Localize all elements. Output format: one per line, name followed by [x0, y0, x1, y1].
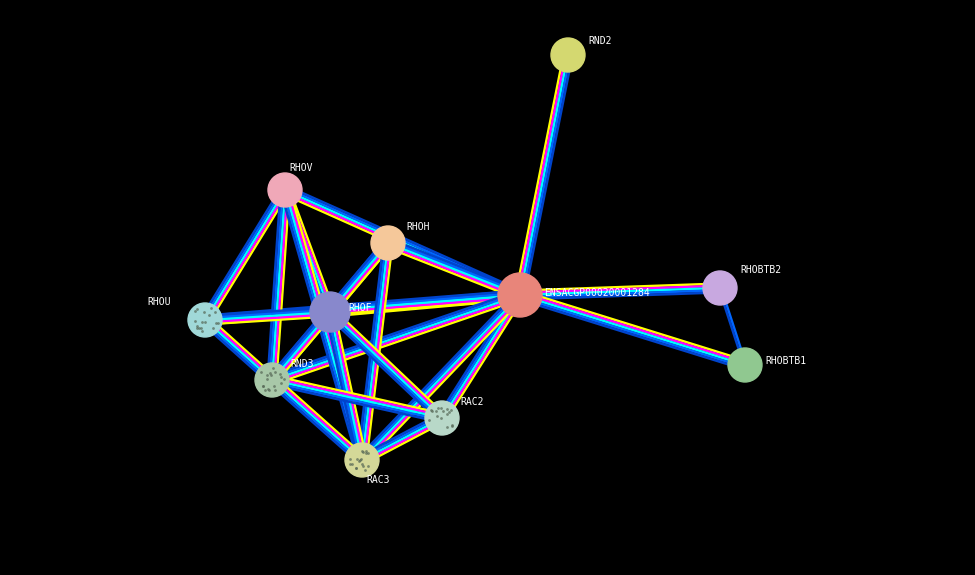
Point — [259, 370, 275, 380]
Circle shape — [551, 38, 585, 72]
Point — [201, 310, 216, 320]
Point — [189, 324, 205, 333]
Point — [259, 374, 275, 384]
Circle shape — [703, 271, 737, 305]
Circle shape — [425, 401, 459, 435]
Point — [440, 423, 455, 432]
Point — [273, 372, 289, 381]
Circle shape — [498, 273, 542, 317]
Point — [266, 381, 282, 390]
Point — [187, 306, 203, 316]
Point — [196, 308, 212, 317]
Point — [187, 316, 203, 325]
Text: RHOF: RHOF — [348, 303, 371, 313]
Point — [353, 454, 369, 463]
Point — [194, 326, 210, 335]
Text: RAC2: RAC2 — [460, 397, 484, 407]
Point — [358, 465, 373, 474]
Text: RND3: RND3 — [290, 359, 314, 369]
Point — [255, 381, 271, 390]
Text: RHOV: RHOV — [289, 163, 313, 173]
Point — [436, 406, 451, 415]
Point — [256, 386, 272, 395]
Point — [423, 405, 439, 415]
Text: RHOBTB2: RHOBTB2 — [740, 265, 781, 275]
Point — [351, 457, 367, 466]
Point — [210, 319, 225, 328]
Point — [194, 323, 210, 332]
Point — [189, 321, 205, 331]
Point — [344, 459, 360, 469]
Point — [360, 448, 375, 457]
Point — [349, 464, 365, 473]
Text: RHOH: RHOH — [406, 222, 430, 232]
Point — [197, 317, 213, 327]
Point — [442, 408, 457, 417]
Point — [355, 461, 370, 470]
Point — [263, 370, 279, 379]
Point — [208, 318, 223, 327]
Point — [445, 421, 460, 431]
Point — [267, 385, 283, 394]
Point — [433, 413, 448, 422]
Point — [360, 461, 375, 470]
Point — [203, 303, 218, 312]
Point — [349, 455, 365, 464]
Point — [440, 409, 455, 418]
Text: RAC3: RAC3 — [366, 475, 389, 485]
Point — [429, 411, 445, 420]
Point — [431, 403, 447, 412]
Circle shape — [310, 292, 350, 332]
Point — [433, 404, 448, 413]
Point — [194, 317, 210, 327]
Point — [440, 405, 455, 414]
Point — [349, 464, 365, 473]
Point — [443, 405, 458, 414]
Point — [342, 460, 358, 469]
Point — [276, 374, 292, 384]
Point — [445, 421, 460, 430]
Circle shape — [371, 226, 405, 260]
Point — [421, 416, 437, 425]
Point — [424, 407, 440, 416]
Point — [274, 379, 290, 388]
Point — [354, 446, 370, 455]
Point — [352, 456, 368, 465]
Point — [358, 447, 373, 456]
Point — [273, 369, 289, 378]
Point — [205, 324, 220, 333]
Circle shape — [345, 443, 379, 477]
Point — [253, 367, 268, 377]
Circle shape — [188, 303, 222, 337]
Circle shape — [255, 363, 289, 397]
Point — [359, 448, 374, 458]
Point — [354, 460, 370, 469]
Text: RHOU: RHOU — [147, 297, 171, 307]
Point — [267, 367, 283, 377]
Point — [342, 454, 358, 463]
Point — [261, 385, 277, 394]
Text: RND2: RND2 — [588, 36, 611, 46]
Point — [428, 406, 444, 415]
Circle shape — [268, 173, 302, 207]
Text: RHOBTB1: RHOBTB1 — [765, 356, 806, 366]
Circle shape — [728, 348, 762, 382]
Point — [191, 324, 207, 333]
Point — [260, 385, 276, 394]
Point — [189, 305, 205, 314]
Text: ENSACGP00020001284: ENSACGP00020001284 — [544, 288, 649, 298]
Point — [265, 363, 281, 373]
Point — [208, 307, 223, 316]
Point — [262, 368, 278, 377]
Point — [255, 382, 271, 391]
Point — [355, 447, 370, 457]
